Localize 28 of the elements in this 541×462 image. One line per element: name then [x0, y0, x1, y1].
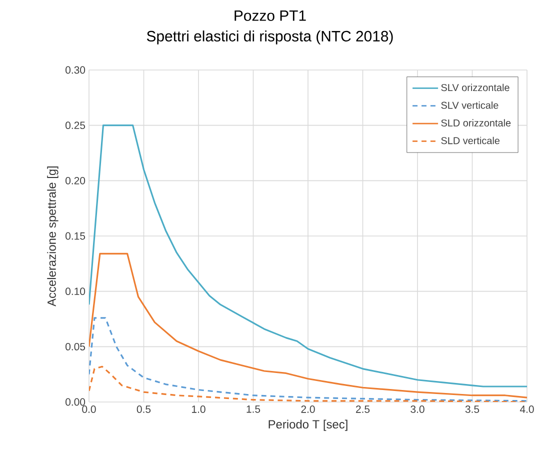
- y-tick-label: 0.30: [66, 66, 86, 74]
- x-tick-label: 3.5: [465, 406, 480, 413]
- x-tick-label: 3.0: [410, 406, 424, 413]
- x-tick-label: 0.0: [82, 406, 96, 413]
- legend-label: SLV orizzontale: [441, 84, 510, 92]
- y-tick-label: 0.15: [66, 232, 86, 240]
- x-tick-label: 4.0: [520, 406, 534, 413]
- y-tick-label: 0.00: [66, 398, 86, 406]
- legend-label: SLV verticale: [441, 101, 498, 109]
- y-tick-label: 0.20: [66, 176, 86, 184]
- x-tick-label: 0.5: [136, 406, 151, 413]
- legend-label: SLD verticale: [441, 136, 500, 144]
- y-tick-label: 0.25: [66, 122, 86, 130]
- x-tick-label: 1.0: [192, 406, 206, 413]
- line-series: [89, 317, 528, 402]
- x-tick-label: 2.0: [301, 406, 315, 413]
- line-series: [89, 252, 528, 398]
- x-axis-title: Periodo T [sec]: [268, 420, 348, 431]
- chart-subtitle: Spettri elastici di risposta (NTC 2018): [146, 30, 393, 44]
- y-tick-label: 0.10: [66, 288, 86, 296]
- x-tick-label: 1.5: [246, 406, 260, 413]
- x-tick-label: 2.5: [356, 406, 370, 413]
- chart-title: Pozzo PT1: [234, 10, 306, 21]
- y-tick-label: 0.05: [66, 342, 86, 350]
- line-series: [89, 366, 528, 402]
- y-axis-title: Accelerazione spettrale [g]: [47, 166, 58, 306]
- legend-label: SLD orizzontale: [441, 119, 511, 126]
- line-series: [89, 124, 528, 388]
